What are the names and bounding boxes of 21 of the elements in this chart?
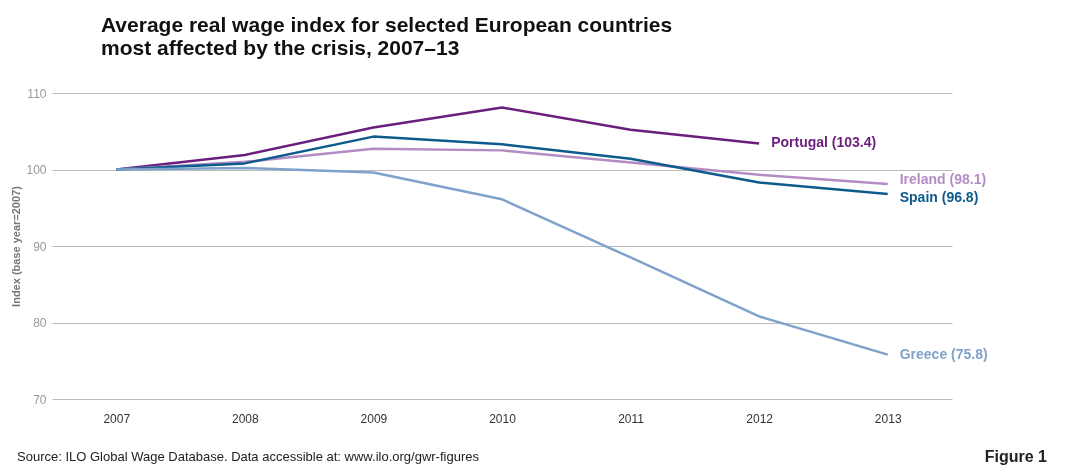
y-tick-label: 80 xyxy=(33,316,47,330)
x-tick-label: 2012 xyxy=(746,411,774,426)
y-tick-label: 70 xyxy=(33,392,47,407)
x-tick-label: 2013 xyxy=(874,411,902,426)
series-label: Portugal (103.4) xyxy=(771,134,877,151)
x-tick-label: 2008 xyxy=(232,411,260,426)
chart-title: Average real wage index for selected European countries most affected by the crisis, 2007–13 xyxy=(100,13,673,59)
x-tick-label: 2010 xyxy=(489,411,517,426)
caption: Figure 1 xyxy=(984,448,1048,465)
y-tick-label: 110 xyxy=(27,86,47,101)
x-tick-label: 2009 xyxy=(360,411,388,426)
y-tick-label: 90 xyxy=(33,239,47,254)
series-label: Greece (75.8) xyxy=(899,345,988,362)
line-series xyxy=(115,166,889,356)
x-tick-label: 2007 xyxy=(103,411,131,426)
series-label: Ireland (98.1) xyxy=(899,171,987,188)
source-note: Source: ILO Global Wage Database. Data accessible at: www.ilo.org/gwr-figures xyxy=(17,449,480,464)
y-axis-title: Index (base year=2007) xyxy=(10,185,23,307)
series-label: Spain (96.8) xyxy=(899,189,979,206)
x-tick-label: 2011 xyxy=(618,411,645,426)
y-tick-label: 100 xyxy=(26,163,47,177)
